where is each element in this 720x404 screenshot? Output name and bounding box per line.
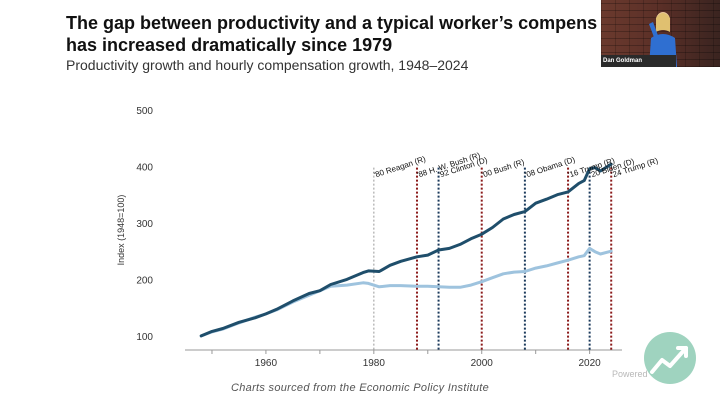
chart-series: [199, 162, 613, 338]
compensation-point: [524, 270, 526, 273]
productivity-point: [275, 308, 278, 311]
compensation-point: [610, 250, 613, 252]
compensation-point: [400, 284, 402, 287]
podium: [601, 55, 676, 67]
productivity-point: [265, 313, 267, 315]
productivity-point: [599, 170, 602, 172]
slide-title-line-2: has increased dramatically since 1979: [66, 35, 393, 55]
productivity-point: [329, 283, 332, 286]
productivity-point: [588, 167, 591, 170]
compensation-point: [567, 259, 569, 262]
productivity-point: [308, 292, 310, 295]
president-marker-label: '24 Trump (R): [610, 156, 659, 180]
speaker-name-label: Dan Goldman: [603, 58, 643, 64]
compensation-point: [599, 253, 602, 255]
y-tick-label: 300: [136, 219, 153, 230]
compensation-point: [578, 256, 580, 258]
compensation-point: [545, 265, 548, 267]
growth-arrow-icon: [650, 346, 688, 374]
productivity-point: [362, 271, 364, 274]
compensation-point: [448, 286, 451, 289]
x-tick-label: 1980: [363, 358, 386, 369]
compensation-point: [367, 282, 370, 285]
compensation-point: [556, 262, 559, 264]
compensation-line: [199, 246, 613, 338]
productivity-point: [594, 166, 596, 169]
speaker-video-thumbnail[interactable]: Dan Goldman: [601, 0, 720, 67]
productivity-point: [545, 198, 548, 201]
president-labels: '80 Reagan (R)'88 H. W. Bush (R)'92 Clin…: [373, 151, 660, 180]
productivity-point: [524, 210, 526, 213]
president-markers: [373, 167, 613, 350]
compensation-point: [491, 276, 494, 279]
productivity-point: [491, 226, 494, 229]
chart-axes: 1960 1980 2000 2020 100 200 300 400 500 Index (19…: [116, 106, 622, 369]
productivity-point: [583, 179, 586, 182]
compensation-point: [588, 247, 591, 250]
productivity-point: [254, 317, 256, 319]
productivity-point: [480, 233, 483, 236]
slide-title-line-1: The gap between productivity and a typic…: [66, 13, 598, 33]
productivity-point: [556, 193, 559, 196]
productivity-point: [367, 270, 370, 272]
productivity-point: [238, 321, 240, 324]
compensation-point: [480, 280, 483, 283]
compensation-point: [534, 267, 537, 269]
compensation-point: [594, 250, 596, 253]
x-tick-label: 1960: [255, 358, 278, 369]
compensation-point: [346, 284, 348, 286]
productivity-point: [513, 213, 515, 216]
compensation-point: [362, 282, 364, 284]
productivity-point: [389, 264, 391, 267]
productivity-point: [502, 218, 505, 220]
slide-title: The gap between productivity and a typic…: [66, 12, 602, 56]
productivity-point: [610, 163, 613, 166]
compensation-point: [389, 284, 391, 287]
productivity-point: [221, 327, 224, 330]
productivity-point: [470, 237, 472, 240]
productivity-point: [416, 256, 418, 258]
productivity-point: [534, 202, 537, 204]
productivity-point: [319, 289, 321, 292]
x-tick-label: 2000: [471, 358, 494, 369]
productivity-point: [211, 330, 213, 333]
productivity-point: [200, 335, 202, 337]
y-tick-label: 100: [136, 332, 153, 343]
slide-subtitle: Productivity growth and hourly compensat…: [66, 57, 469, 73]
productivity-point: [400, 260, 402, 263]
productivity-point: [459, 243, 461, 246]
y-tick-label: 500: [136, 106, 153, 117]
productivity-point: [346, 278, 348, 281]
compensation-point: [502, 272, 505, 275]
productivity-line: [199, 162, 613, 338]
compensation-point: [426, 285, 429, 287]
compensation-point: [378, 285, 381, 288]
productivity-point: [426, 254, 429, 256]
y-tick-label: 200: [136, 275, 153, 286]
productivity-point: [448, 247, 451, 250]
powered-by-logo: [644, 332, 696, 384]
productivity-point: [437, 249, 440, 251]
productivity-point: [292, 300, 294, 302]
powered-watermark: Powered: [612, 369, 648, 379]
chart-source-caption: Charts sourced from the Economic Policy …: [230, 382, 490, 394]
productivity-point: [378, 270, 381, 273]
compensation-point: [513, 271, 515, 273]
compensation-point: [416, 285, 418, 287]
compensation-point: [470, 284, 472, 286]
y-tick-label: 400: [136, 162, 153, 173]
compensation-point: [459, 286, 461, 289]
compensation-point: [583, 254, 586, 257]
compensation-point: [437, 285, 440, 288]
y-axis-label: Index (1948=100): [116, 195, 126, 266]
productivity-point: [578, 182, 580, 185]
productivity-point: [567, 191, 569, 193]
x-tick-label: 2020: [579, 358, 602, 369]
